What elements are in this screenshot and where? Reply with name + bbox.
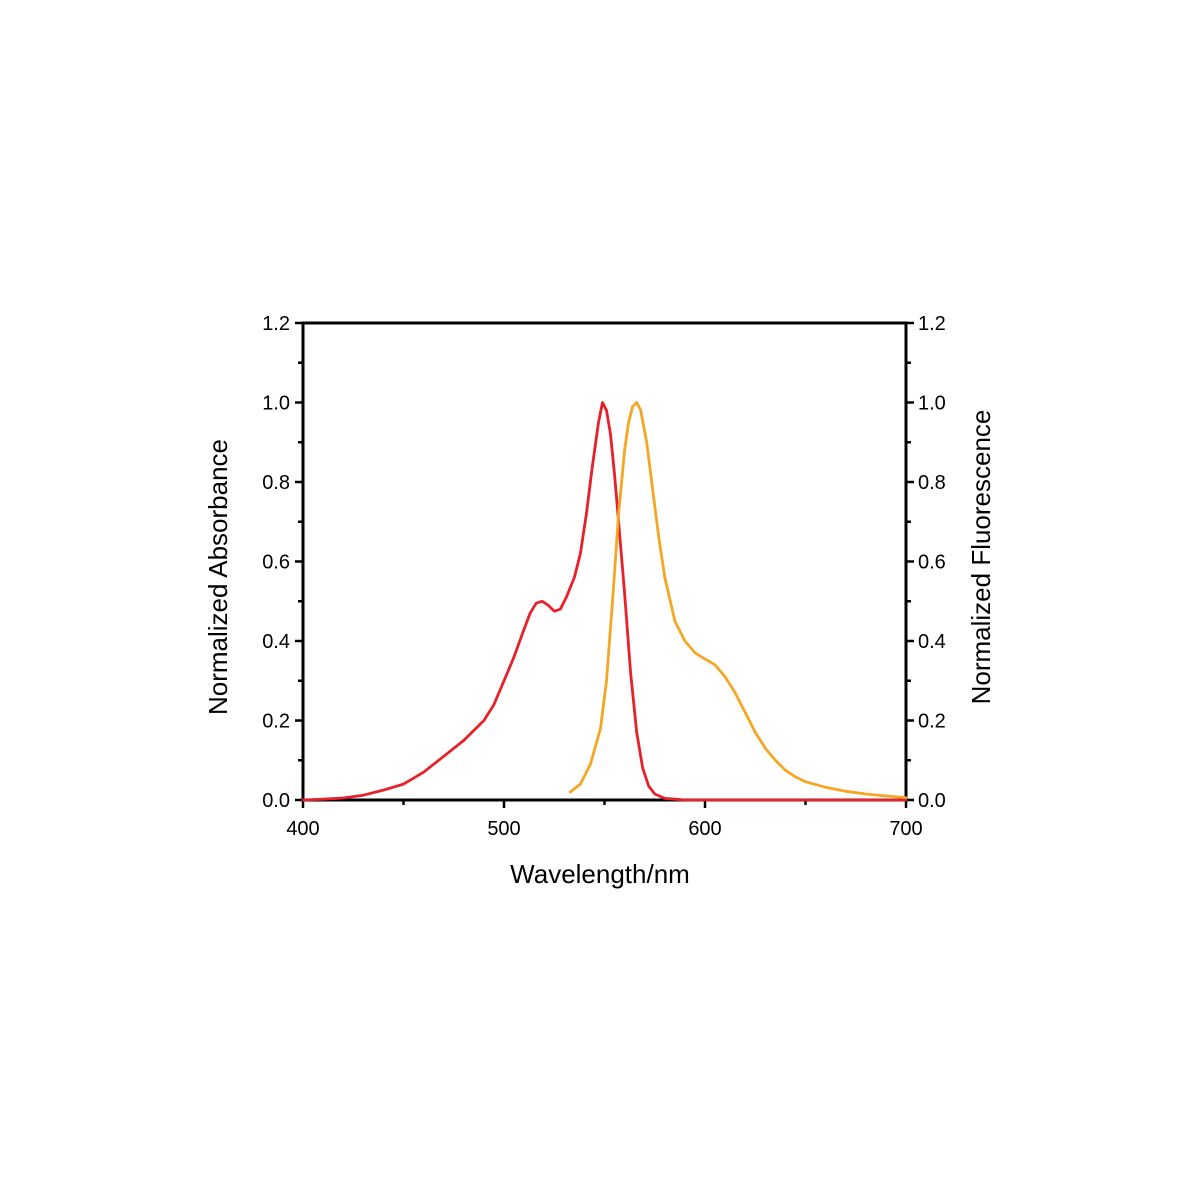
y-left-tick-label: 0.2 [262, 711, 290, 733]
y-right-tick-label: 0.2 [918, 711, 946, 733]
axis-ticks [295, 321, 914, 808]
absorbance-series-line [301, 401, 908, 802]
y-left-tick-label: 1.2 [262, 313, 290, 335]
series-layer [301, 401, 908, 802]
y-left-tick-label: 0.6 [262, 552, 290, 574]
fluorescence-series-line [568, 401, 908, 799]
x-tick-label: 400 [286, 818, 319, 840]
y-right-tick-label: 0.8 [918, 472, 946, 494]
x-tick-label: 700 [889, 818, 922, 840]
tick-labels: 0.0 0.0 0.2 0.2 0.4 0.4 0.6 0.6 0.8 0.8 1.0 1.0 1.2 1… [262, 313, 946, 840]
left-y-axis-title: Normalized Absorbance [203, 439, 233, 715]
y-left-tick-label: 0.0 [262, 790, 290, 812]
y-right-tick-label: 0.6 [918, 552, 946, 574]
y-left-tick-label: 1.0 [262, 393, 290, 415]
y-left-tick-label: 0.8 [262, 472, 290, 494]
right-y-axis-title: Normalized Fluorescence [966, 410, 996, 705]
y-right-tick-label: 0.0 [918, 790, 946, 812]
y-left-tick-label: 0.4 [262, 631, 290, 653]
x-tick-label: 600 [688, 818, 721, 840]
x-tick-label: 500 [487, 818, 520, 840]
plot-frame [301, 321, 908, 802]
y-right-tick-label: 1.0 [918, 393, 946, 415]
y-right-tick-label: 1.2 [918, 313, 946, 335]
y-right-tick-label: 0.4 [918, 631, 946, 653]
x-axis-title: Wavelength/nm [510, 859, 690, 889]
